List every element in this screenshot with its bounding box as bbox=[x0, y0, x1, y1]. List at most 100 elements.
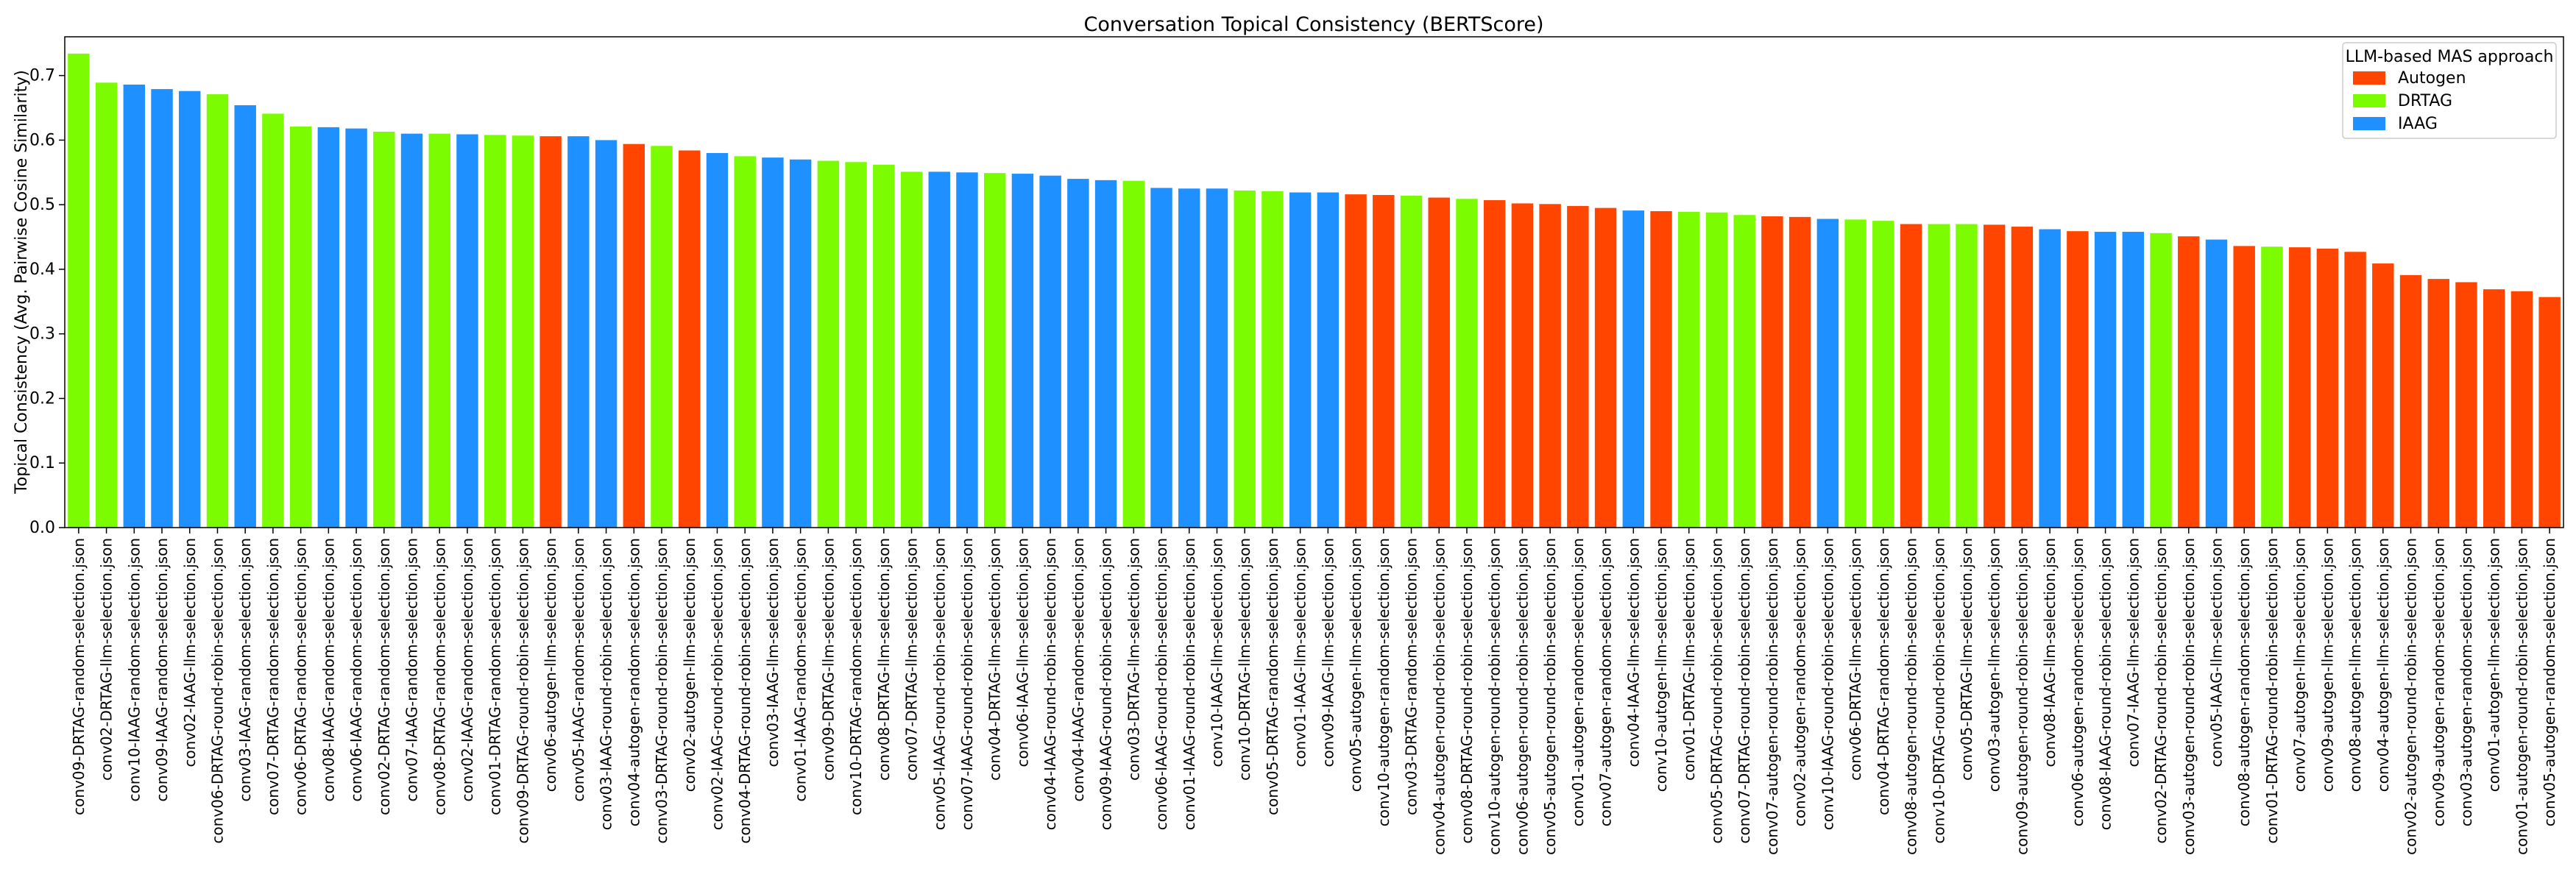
bar bbox=[95, 82, 118, 528]
bar bbox=[2510, 291, 2533, 528]
x-tick-label: conv08-IAAG-llm-selection.json bbox=[2041, 538, 2059, 767]
bar bbox=[2067, 231, 2089, 528]
x-tick-label: conv10-IAAG-round-robin-selection.json bbox=[1819, 538, 1836, 830]
x-tick-label: conv09-IAAG-random-selection.json bbox=[153, 538, 171, 802]
bar bbox=[2094, 232, 2117, 528]
x-tick-label: conv05-DRTAG-random-selection.json bbox=[1264, 538, 1281, 815]
bar bbox=[1511, 203, 1534, 528]
bar bbox=[679, 150, 701, 528]
bar bbox=[2455, 282, 2477, 528]
x-tick-label: conv02-autogen-random-selection.json bbox=[1791, 538, 1809, 826]
x-tick-label: conv04-autogen-round-robin-selection.jso… bbox=[1430, 538, 1448, 855]
bars-group bbox=[68, 53, 2561, 528]
bar bbox=[179, 91, 201, 528]
bar bbox=[956, 172, 978, 528]
x-tick-label: conv03-DRTAG-round-robin-selection.json bbox=[653, 538, 670, 844]
bar bbox=[2205, 239, 2228, 528]
legend-title: LLM-based MAS approach bbox=[2346, 48, 2554, 66]
x-tick-label: conv01-DRTAG-llm-selection.json bbox=[1680, 538, 1698, 781]
x-tick-label: conv04-DRTAG-round-robin-selection.json bbox=[736, 538, 754, 844]
x-tick-label: conv03-autogen-llm-selection.json bbox=[1986, 538, 2003, 792]
bar bbox=[1428, 197, 1450, 528]
x-tick-label: conv06-DRTAG-round-robin-selection.json bbox=[208, 538, 226, 844]
x-tick-label: conv08-autogen-llm-selection.json bbox=[2346, 538, 2364, 792]
y-tick-label: 0.1 bbox=[29, 454, 55, 472]
bar bbox=[1844, 219, 1866, 528]
x-tick-label: conv09-IAAG-round-robin-selection.json bbox=[1097, 538, 1115, 830]
bar bbox=[706, 152, 729, 528]
y-tick-label: 0.3 bbox=[29, 325, 55, 344]
x-tick-label: conv02-IAAG-llm-selection.json bbox=[181, 538, 199, 767]
x-tick-label: conv06-autogen-random-selection.json bbox=[2069, 538, 2087, 826]
x-tick-label: conv04-IAAG-llm-selection.json bbox=[1624, 538, 1642, 767]
bar bbox=[2344, 252, 2366, 528]
legend: LLM-based MAS approach Autogen DRTAG IAAG bbox=[2342, 42, 2557, 139]
bar bbox=[928, 171, 950, 528]
x-tick-label: conv01-IAAG-round-robin-selection.json bbox=[1181, 538, 1198, 830]
x-tick-label: conv01-autogen-random-selection.json bbox=[1569, 538, 1587, 826]
bar bbox=[151, 89, 173, 528]
bar bbox=[2261, 247, 2283, 528]
x-tick-label: conv08-IAAG-random-selection.json bbox=[319, 538, 337, 802]
x-tick-label: conv05-IAAG-random-selection.json bbox=[570, 538, 587, 802]
x-tick-label: conv10-autogen-llm-selection.json bbox=[1652, 538, 1670, 792]
x-tick-label: conv10-DRTAG-llm-selection.json bbox=[1236, 538, 1253, 781]
x-tick-label: conv01-IAAG-random-selection.json bbox=[792, 538, 810, 802]
bar bbox=[1067, 179, 1089, 528]
bar bbox=[1816, 219, 1839, 528]
x-tick-label: conv05-autogen-random-selection.json bbox=[2541, 538, 2558, 826]
x-tick-label: conv07-autogen-round-robin-selection.jso… bbox=[1763, 538, 1781, 855]
bar bbox=[2399, 274, 2422, 528]
x-tick-label: conv04-DRTAG-llm-selection.json bbox=[986, 538, 1004, 781]
x-tick-label: conv03-IAAG-random-selection.json bbox=[236, 538, 254, 802]
legend-swatch bbox=[2353, 71, 2385, 85]
bar bbox=[289, 126, 312, 528]
bar bbox=[1122, 180, 1145, 528]
x-axis-ticks: conv09-DRTAG-random-selection.json conv02… bbox=[70, 528, 2558, 855]
x-tick-label: conv01-autogen-llm-selection.json bbox=[2485, 538, 2503, 792]
x-tick-label: conv07-DRTAG-llm-selection.json bbox=[903, 538, 921, 781]
bar bbox=[2122, 232, 2145, 528]
bar bbox=[1594, 208, 1617, 528]
x-tick-label: conv03-autogen-round-robin-selection.jso… bbox=[2180, 538, 2198, 855]
x-tick-label: conv09-IAAG-llm-selection.json bbox=[1319, 538, 1337, 767]
x-tick-label: conv10-DRTAG-round-robin-selection.json bbox=[1930, 538, 1947, 844]
bar bbox=[1567, 205, 1589, 528]
bar bbox=[983, 173, 1006, 528]
bar bbox=[484, 135, 506, 528]
x-tick-label: conv09-DRTAG-random-selection.json bbox=[70, 538, 88, 815]
bar bbox=[1289, 192, 1312, 528]
legend-label: Autogen bbox=[2398, 69, 2466, 88]
x-tick-label: conv10-DRTAG-random-selection.json bbox=[847, 538, 865, 815]
bar bbox=[2039, 229, 2061, 528]
x-tick-label: conv09-autogen-round-robin-selection.jso… bbox=[2013, 538, 2031, 855]
x-tick-label: conv06-IAAG-round-robin-selection.json bbox=[1153, 538, 1170, 830]
x-tick-label: conv02-IAAG-random-selection.json bbox=[459, 538, 476, 802]
bar bbox=[817, 160, 840, 528]
bar bbox=[1039, 175, 1061, 528]
bar bbox=[123, 84, 146, 528]
bar bbox=[1150, 188, 1172, 528]
x-tick-label: conv10-IAAG-llm-selection.json bbox=[1208, 538, 1225, 767]
x-tick-label: conv03-DRTAG-llm-selection.json bbox=[1125, 538, 1142, 781]
bar bbox=[400, 133, 423, 528]
bar bbox=[1539, 204, 1561, 528]
bar bbox=[1483, 200, 1506, 528]
bar bbox=[762, 157, 784, 528]
x-tick-label: conv06-IAAG-llm-selection.json bbox=[1013, 538, 1031, 767]
bar bbox=[1622, 210, 1645, 528]
bar bbox=[317, 127, 340, 528]
bar bbox=[2178, 236, 2200, 528]
plot-frame bbox=[64, 36, 2564, 528]
x-tick-label: conv02-autogen-round-robin-selection.jso… bbox=[2402, 538, 2420, 855]
bar bbox=[1094, 180, 1117, 528]
x-tick-label: conv10-autogen-random-selection.json bbox=[1375, 538, 1393, 826]
bar bbox=[1678, 211, 1700, 528]
y-tick-label: 0.0 bbox=[29, 519, 55, 537]
bar bbox=[2150, 233, 2172, 528]
x-tick-label: conv03-IAAG-round-robin-selection.json bbox=[598, 538, 615, 830]
bar bbox=[2288, 247, 2311, 528]
bar bbox=[1400, 195, 1423, 528]
x-tick-label: conv05-DRTAG-round-robin-selection.json bbox=[1708, 538, 1725, 844]
